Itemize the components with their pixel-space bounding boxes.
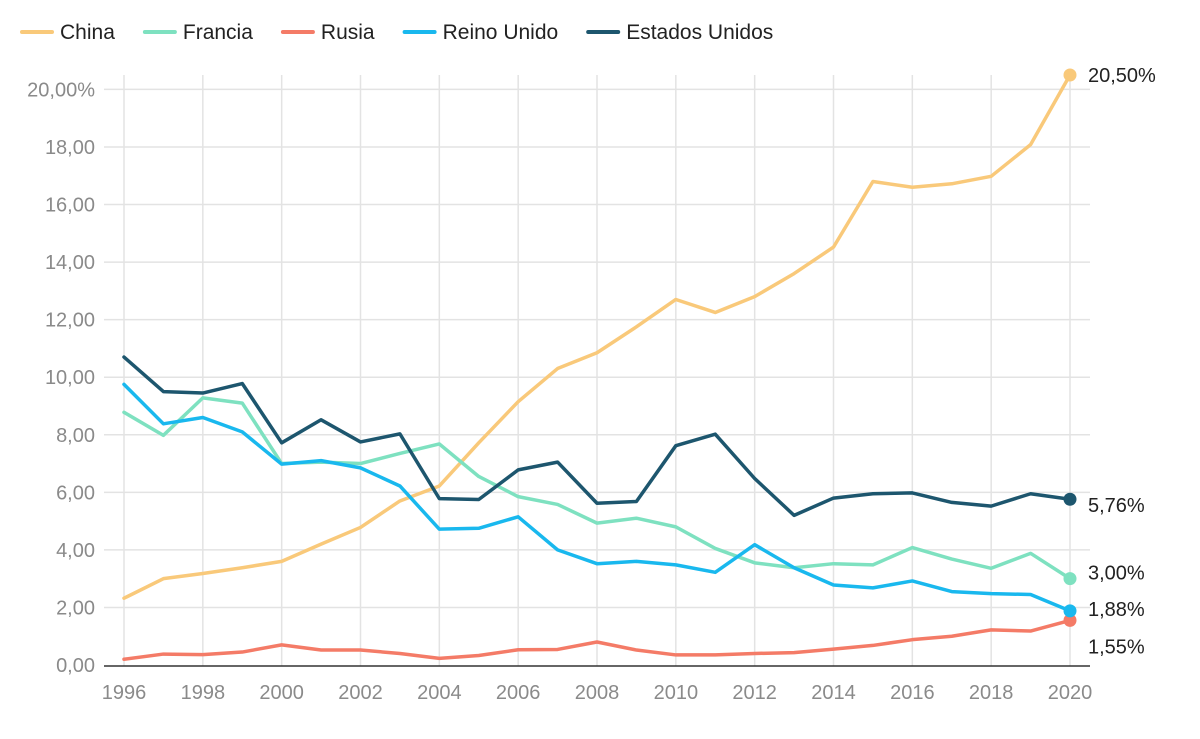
y-tick-label: 8,00 xyxy=(56,425,95,447)
legend-label-reino-unido: Reino Unido xyxy=(443,21,559,44)
y-tick-label: 20,00% xyxy=(27,79,95,101)
legend-label-rusia: Rusia xyxy=(321,21,375,44)
end-label-estados-unidos: 5,76% xyxy=(1088,495,1145,517)
x-tick-label: 2014 xyxy=(811,682,856,704)
grid-layer xyxy=(104,75,1090,666)
end-point-rusia xyxy=(1063,613,1077,627)
legend: China Francia Rusia Reino Unido Estados Unid… xyxy=(20,21,773,44)
y-tick-label: 0,00 xyxy=(56,655,95,677)
y-tick-label: 12,00 xyxy=(45,310,95,332)
end-point-reino-unido xyxy=(1063,604,1077,618)
series-line-rusia xyxy=(122,618,1072,661)
end-label-francia: 3,00% xyxy=(1088,563,1145,585)
y-tick-label: 16,00 xyxy=(45,195,95,217)
series-layer xyxy=(122,68,1077,661)
series-line-reino-unido xyxy=(122,382,1072,613)
x-tick-label: 2008 xyxy=(575,682,620,704)
tick-labels: 0,00 2,00 4,00 6,00 8,00 10,00 12,00 14,00 16,00… xyxy=(27,79,1092,704)
legend-label-francia: Francia xyxy=(183,21,253,44)
x-tick-label: 2016 xyxy=(890,682,935,704)
x-tick-label: 2004 xyxy=(417,682,462,704)
x-tick-label: 2002 xyxy=(338,682,383,704)
legend-label-estados-unidos: Estados Unidos xyxy=(626,21,773,44)
end-labels: 20,50% 3,00% 1,55% 1,88% 5,76% xyxy=(1088,65,1156,658)
x-tick-label: 2018 xyxy=(969,682,1014,704)
y-tick-label: 10,00 xyxy=(45,367,95,389)
x-tick-label: 1996 xyxy=(102,682,147,704)
x-tick-label: 2012 xyxy=(732,682,777,704)
end-point-estados-unidos xyxy=(1063,492,1077,506)
end-point-francia xyxy=(1063,572,1077,586)
end-point-china xyxy=(1063,68,1077,82)
end-label-china: 20,50% xyxy=(1088,65,1156,87)
y-tick-label: 2,00 xyxy=(56,597,95,619)
end-label-reino-unido: 1,88% xyxy=(1088,599,1145,621)
series-line-china xyxy=(122,73,1072,600)
end-label-rusia: 1,55% xyxy=(1088,636,1145,658)
legend-label-china: China xyxy=(60,21,115,44)
x-tick-label: 2020 xyxy=(1048,682,1093,704)
x-tick-label: 2006 xyxy=(496,682,541,704)
x-tick-label: 2000 xyxy=(259,682,304,704)
x-tick-label: 2010 xyxy=(654,682,699,704)
y-tick-label: 18,00 xyxy=(45,137,95,159)
x-tick-label: 1998 xyxy=(181,682,226,704)
y-tick-label: 4,00 xyxy=(56,540,95,562)
series-line-estados-unidos xyxy=(122,355,1072,518)
y-tick-label: 14,00 xyxy=(45,252,95,274)
y-tick-label: 6,00 xyxy=(56,482,95,504)
